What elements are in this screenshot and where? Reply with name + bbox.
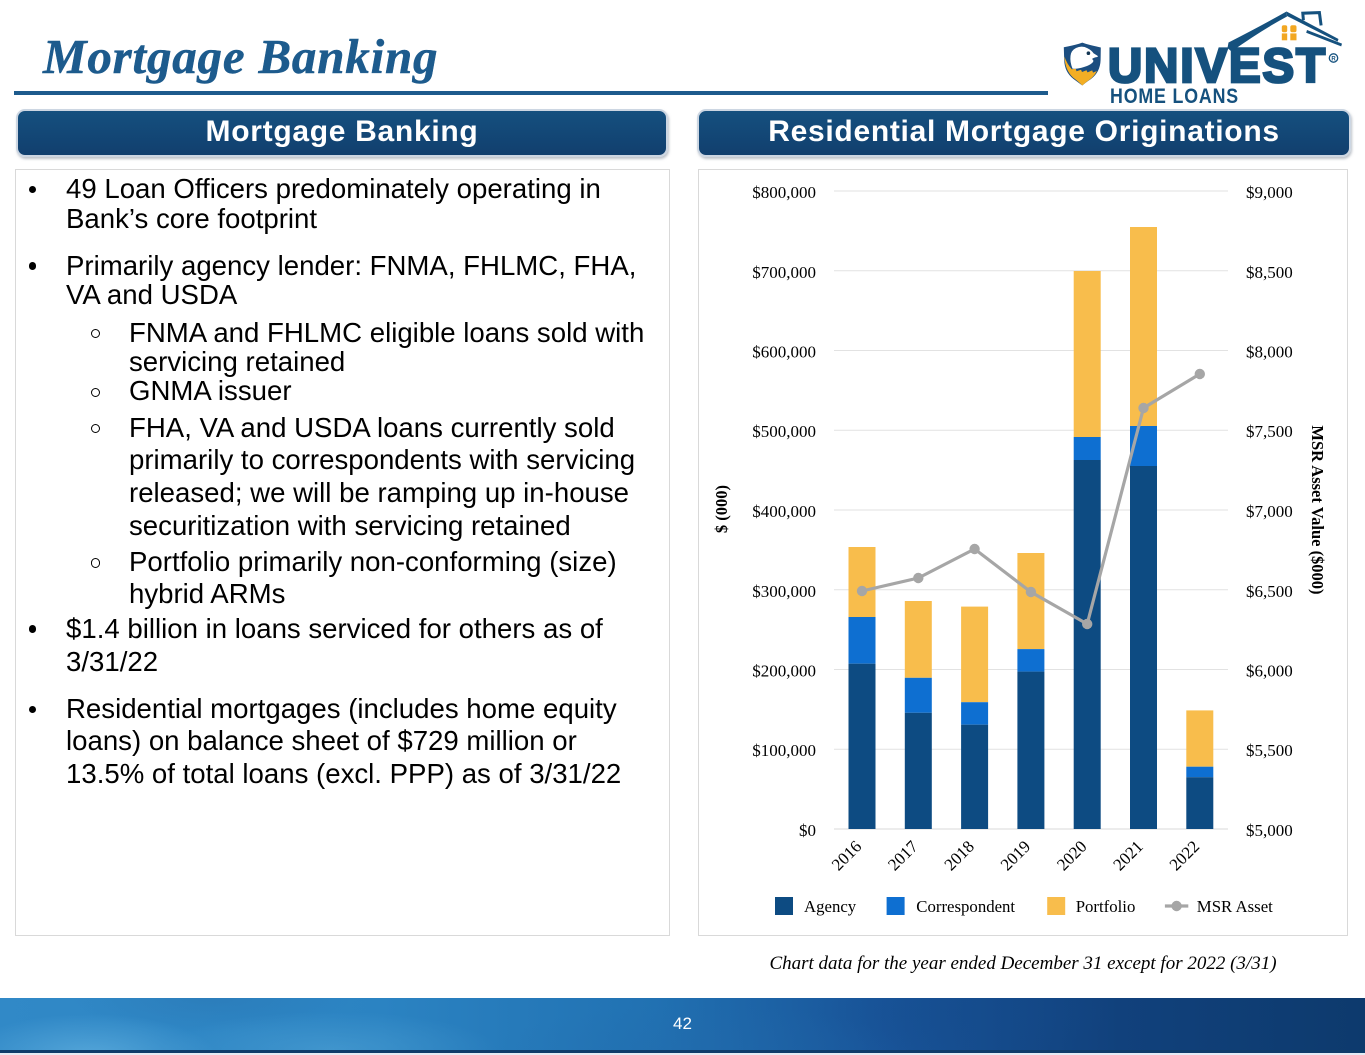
svg-text:$0: $0 bbox=[799, 821, 816, 840]
svg-text:$300,000: $300,000 bbox=[752, 582, 816, 601]
svg-text:Correspondent: Correspondent bbox=[916, 897, 1015, 916]
svg-text:2020: 2020 bbox=[1053, 837, 1090, 874]
svg-text:$500,000: $500,000 bbox=[752, 422, 816, 441]
svg-text:2018: 2018 bbox=[940, 837, 977, 874]
svg-text:2019: 2019 bbox=[997, 837, 1034, 874]
svg-text:$7,500: $7,500 bbox=[1246, 422, 1293, 441]
svg-text:Agency: Agency bbox=[804, 897, 857, 916]
svg-text:$6,500: $6,500 bbox=[1246, 582, 1293, 601]
svg-text:$ (000): $ (000) bbox=[712, 485, 731, 533]
svg-text:2022: 2022 bbox=[1166, 837, 1203, 874]
svg-text:Portfolio: Portfolio bbox=[1076, 897, 1136, 916]
svg-text:$7,000: $7,000 bbox=[1246, 502, 1293, 521]
svg-text:R: R bbox=[1331, 57, 1336, 63]
svg-text:$9,000: $9,000 bbox=[1246, 183, 1293, 202]
svg-text:HOME LOANS: HOME LOANS bbox=[1110, 85, 1239, 108]
svg-text:MSR Asset Value ($000): MSR Asset Value ($000) bbox=[1308, 425, 1327, 594]
svg-text:2021: 2021 bbox=[1109, 837, 1146, 874]
svg-text:$700,000: $700,000 bbox=[752, 263, 816, 282]
svg-text:MSR Asset: MSR Asset bbox=[1197, 897, 1273, 916]
svg-text:UNIVEST: UNIVEST bbox=[1108, 40, 1327, 93]
svg-text:$400,000: $400,000 bbox=[752, 502, 816, 521]
svg-text:$200,000: $200,000 bbox=[752, 662, 816, 681]
svg-text:$800,000: $800,000 bbox=[752, 183, 816, 202]
svg-text:$5,500: $5,500 bbox=[1246, 741, 1293, 760]
svg-text:2016: 2016 bbox=[828, 837, 865, 874]
svg-text:$5,000: $5,000 bbox=[1246, 821, 1293, 840]
svg-text:$6,000: $6,000 bbox=[1246, 662, 1293, 681]
svg-text:$8,500: $8,500 bbox=[1246, 263, 1293, 282]
svg-text:$100,000: $100,000 bbox=[752, 741, 816, 760]
svg-text:$8,000: $8,000 bbox=[1246, 343, 1293, 362]
svg-text:2017: 2017 bbox=[884, 836, 922, 874]
svg-text:$600,000: $600,000 bbox=[752, 343, 816, 362]
